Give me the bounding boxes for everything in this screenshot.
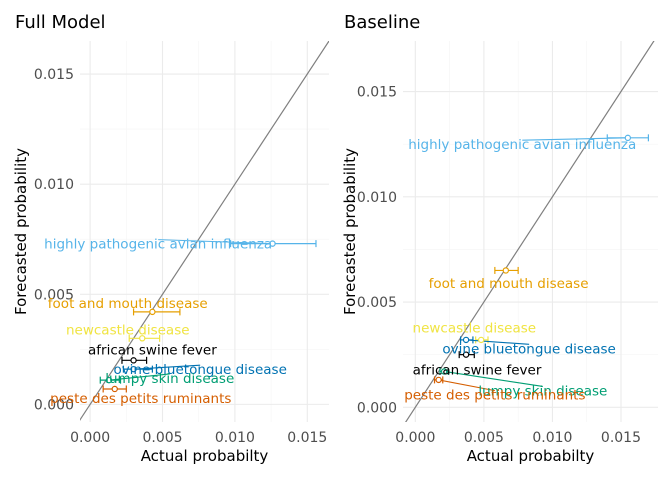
point-label: lumpy skin disease <box>105 371 234 387</box>
data-point <box>149 308 156 316</box>
y-tick-label: 0.010 <box>34 177 74 193</box>
y-axis-title: Forecasted probability <box>12 148 30 315</box>
data-point <box>477 336 485 344</box>
point-label: foot and mouth disease <box>429 276 589 292</box>
point-label: newcastle disease <box>413 320 537 336</box>
data-point <box>624 134 632 142</box>
point-label: newcastle disease <box>66 323 190 339</box>
x-axis-title: Actual probabilty <box>467 447 595 465</box>
data-point <box>462 351 470 358</box>
data-point <box>502 267 510 274</box>
label-leader <box>522 137 628 141</box>
reference-line <box>80 41 329 421</box>
data-point <box>462 336 470 344</box>
point-label: ovine bluetongue disease <box>113 362 286 378</box>
x-axis-title: Actual probabilty <box>141 447 269 465</box>
label-leader <box>158 239 273 245</box>
data-point <box>139 335 146 342</box>
x-tick-label: 0.010 <box>532 430 572 446</box>
panel-full-model: 0.000 0.005 0.010 0.015 0.000 0.005 0.010 0.015… <box>12 12 329 465</box>
point-label: peste des petits ruminants <box>404 388 585 404</box>
y-tick-label: 0.010 <box>357 190 397 206</box>
label-leader <box>466 339 530 345</box>
data-point <box>130 365 137 373</box>
y-tick-label: 0.005 <box>34 287 74 303</box>
point-label: highly pathogenic avian influenza <box>44 237 272 253</box>
data-point <box>111 385 118 393</box>
label-leader <box>108 373 170 381</box>
point-label: highly pathogenic avian influenza <box>408 137 636 153</box>
y-tick-label: 0.015 <box>357 85 397 101</box>
panel-title: Baseline <box>344 12 420 33</box>
y-tick-label: 0.000 <box>357 400 397 416</box>
plot-area <box>433 134 650 392</box>
plot-area <box>99 239 317 393</box>
x-tick-label: 0.010 <box>215 430 255 446</box>
point-label: foot and mouth disease <box>48 296 208 312</box>
y-tick-label: 0.015 <box>34 67 74 83</box>
x-tick-label: 0.005 <box>142 430 182 446</box>
data-point <box>130 357 137 364</box>
y-tick-label: 0.005 <box>357 295 397 311</box>
reference-line <box>405 41 655 422</box>
point-label: african swine fever <box>413 362 542 378</box>
label-leader <box>133 364 201 370</box>
data-point <box>105 376 113 384</box>
y-tick-label: 0.000 <box>34 397 74 413</box>
x-tick-label: 0.000 <box>70 430 110 446</box>
x-tick-label: 0.000 <box>395 430 435 446</box>
data-point <box>269 240 276 247</box>
label-leader <box>438 379 495 392</box>
data-point <box>435 376 442 384</box>
point-label: lumpy skin disease <box>478 383 607 399</box>
data-point <box>440 368 448 375</box>
point-label: african swine fever <box>88 342 217 358</box>
x-tick-label: 0.015 <box>601 430 641 446</box>
x-tick-label: 0.015 <box>287 430 327 446</box>
point-label: ovine bluetongue disease <box>442 341 615 357</box>
panel-baseline: 0.000 0.005 0.010 0.015 0.000 0.005 0.010 0.015… <box>341 12 658 465</box>
x-tick-label: 0.005 <box>464 430 504 446</box>
y-axis-title: Forecasted probability <box>341 148 359 315</box>
panel-title: Full Model <box>15 12 106 33</box>
point-label: peste des petits ruminants <box>50 391 231 407</box>
label-leader <box>444 370 543 387</box>
